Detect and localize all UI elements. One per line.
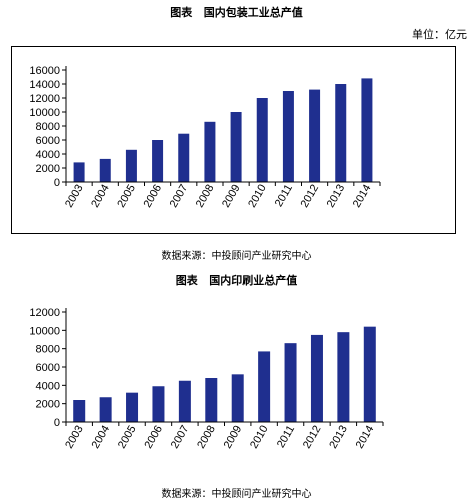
y-tick-label: 8000 xyxy=(36,344,60,356)
bar xyxy=(335,84,347,182)
y-tick-label: 0 xyxy=(54,177,60,189)
bar xyxy=(99,397,112,422)
bar xyxy=(284,343,297,422)
y-tick-label: 10000 xyxy=(29,107,60,119)
bar xyxy=(152,140,164,182)
bar xyxy=(73,400,86,422)
bar xyxy=(178,133,190,182)
y-tick-label: 4000 xyxy=(36,380,60,392)
chart2-title: 图表 国内印刷业总产值 xyxy=(175,274,298,287)
x-tick-label: 2014 xyxy=(354,424,377,451)
bar xyxy=(99,158,111,182)
y-tick-label: 10000 xyxy=(29,325,60,337)
chart2-source: 数据来源：中投顾问产业研究中心 xyxy=(161,489,312,500)
x-tick-label: 2009 xyxy=(222,424,245,451)
bar xyxy=(152,386,165,422)
x-tick-label: 2007 xyxy=(169,424,192,451)
y-tick-label: 6000 xyxy=(36,135,60,147)
bar xyxy=(230,112,242,182)
bar xyxy=(361,78,373,182)
x-tick-label: 2008 xyxy=(195,424,218,451)
bar xyxy=(363,326,376,422)
chart1-title: 图表 国内包装工业总产值 xyxy=(170,6,303,19)
y-tick-label: 0 xyxy=(54,417,60,429)
y-tick-label: 14000 xyxy=(29,79,60,91)
y-tick-label: 16000 xyxy=(29,65,60,77)
bar xyxy=(258,351,271,422)
y-tick-label: 2000 xyxy=(36,163,60,175)
chart1-unit-label: 单位：亿元 xyxy=(412,28,467,41)
y-tick-label: 6000 xyxy=(36,362,60,374)
bar xyxy=(282,91,294,182)
bar xyxy=(126,392,139,422)
x-tick-label: 2010 xyxy=(248,424,271,451)
x-tick-label: 2006 xyxy=(142,424,165,451)
bar xyxy=(205,378,218,422)
x-tick-label: 2003 xyxy=(63,424,86,451)
bar xyxy=(309,89,321,182)
x-tick-label: 2011 xyxy=(275,424,297,450)
y-tick-label: 12000 xyxy=(29,307,60,319)
bar xyxy=(310,334,323,422)
x-tick-label: 2013 xyxy=(327,424,350,451)
x-tick-label: 2012 xyxy=(301,424,324,451)
bar xyxy=(204,121,216,182)
x-tick-label: 2005 xyxy=(116,424,139,451)
y-tick-label: 8000 xyxy=(36,121,60,133)
bar xyxy=(256,98,268,182)
y-tick-label: 2000 xyxy=(36,399,60,411)
chart1-source: 数据来源：中投顾问产业研究中心 xyxy=(161,251,312,262)
x-tick-label: 2004 xyxy=(90,424,113,451)
bar xyxy=(231,374,244,422)
bar xyxy=(178,380,191,422)
bar xyxy=(337,332,350,422)
bar xyxy=(73,162,85,182)
y-tick-label: 4000 xyxy=(36,149,60,161)
y-tick-label: 12000 xyxy=(29,93,60,105)
bar xyxy=(125,149,137,182)
